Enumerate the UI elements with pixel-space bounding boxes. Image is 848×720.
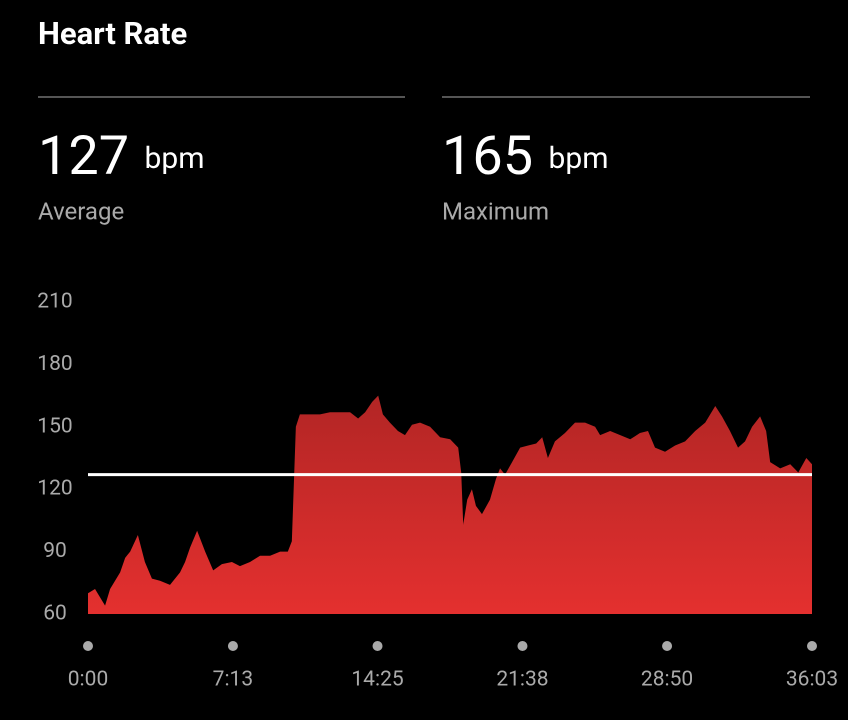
x-tick-dot xyxy=(517,641,528,651)
x-tick-dot xyxy=(662,641,673,651)
stat-unit: bpm xyxy=(549,141,609,176)
x-tick-dot xyxy=(227,641,238,651)
x-tick-dot xyxy=(807,641,817,651)
y-tick-label: 120 xyxy=(37,477,72,501)
y-tick-label: 150 xyxy=(37,414,72,438)
y-tick-label: 180 xyxy=(37,352,72,376)
x-tick-label: 14:25 xyxy=(351,668,403,692)
stat-value: 165 xyxy=(442,125,533,188)
stat-label: Average xyxy=(38,197,124,225)
x-tick-label: 7:13 xyxy=(213,668,254,692)
heart-rate-area xyxy=(88,395,812,614)
x-tick-label: 21:38 xyxy=(496,668,548,692)
x-tick-label: 0:00 xyxy=(68,668,109,692)
y-tick-label: 90 xyxy=(43,539,67,563)
x-tick-dot xyxy=(372,641,383,651)
y-tick-label: 60 xyxy=(43,602,67,626)
stat-label: Maximum xyxy=(442,197,549,225)
y-tick-label: 210 xyxy=(37,290,72,314)
stat-value: 127 xyxy=(38,125,129,188)
stat: 165 bpm xyxy=(442,125,609,188)
x-tick-dot xyxy=(83,641,93,651)
plot: 60 90 120 150 180 210 0:00 7:13 14:25 21:38 28:50 3… xyxy=(37,290,838,692)
page-title: Heart Rate xyxy=(38,15,187,52)
x-tick-label: 28:50 xyxy=(641,668,693,692)
stat-unit: bpm xyxy=(145,141,205,176)
stat: 127 bpm xyxy=(38,125,205,188)
x-tick-label: 36:03 xyxy=(786,668,838,692)
